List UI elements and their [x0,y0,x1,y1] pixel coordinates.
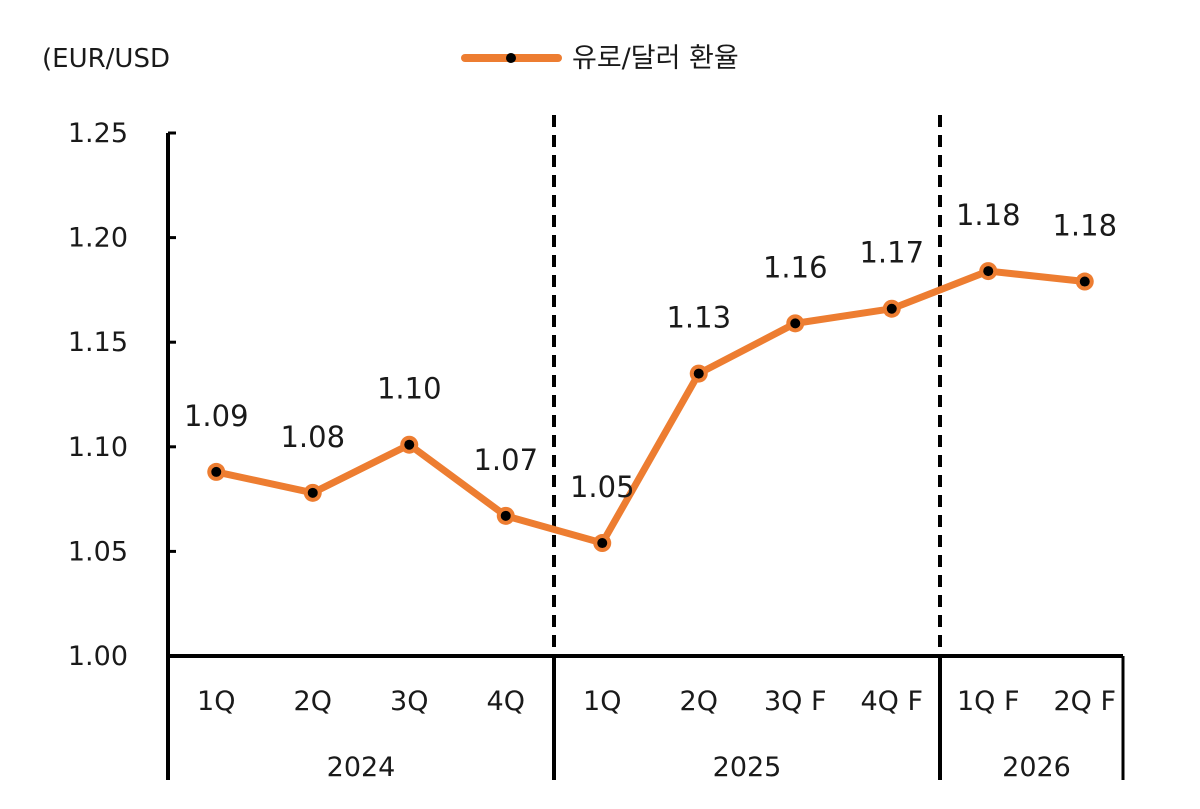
y-tick-label: 1.15 [68,327,128,358]
data-point [211,466,222,477]
year-group-label: 2024 [327,752,396,783]
data-label: 1.10 [377,372,442,406]
axes: 1.00 1.05 1.10 1.15 1.20 1.25 1Q 2Q 3Q 4Q 1Q 2Q 3Q F… [68,115,1125,783]
data-point [500,510,511,521]
y-tick-label: 1.10 [68,432,128,463]
data-point [693,368,704,379]
x-category-label: 4Q F [860,686,923,717]
legend: 유로/달러 환율 [461,43,739,74]
x-category-label: 2Q [294,686,332,717]
year-group-label: 2026 [1002,752,1071,783]
data-label: 1.18 [956,198,1021,232]
data-point [307,487,318,498]
data-label: 1.07 [473,443,538,477]
x-category-label: 4Q [487,686,525,717]
series-line [212,267,1089,547]
data-label: 1.17 [859,236,924,270]
y-tick-label: 1.00 [68,641,128,672]
y-tick-label: 1.25 [68,118,128,149]
data-point [790,318,801,329]
x-category-label: 1Q F [957,686,1020,717]
unit-label: (EUR/USD [42,44,170,74]
legend-label: 유로/달러 환율 [572,43,739,74]
data-point [597,538,608,549]
y-tick-label: 1.05 [68,536,128,567]
x-category-label: 1Q [583,686,621,717]
data-label: 1.05 [570,470,635,504]
x-category-label: 1Q [197,686,235,717]
year-group-label: 2025 [713,752,782,783]
x-category-label: 3Q F [764,686,827,717]
x-category-label: 3Q [390,686,428,717]
data-point [886,303,897,314]
data-label: 1.08 [280,420,345,454]
data-label: 1.18 [1052,209,1117,243]
data-point [404,439,415,450]
data-label: 1.13 [666,301,731,335]
data-label: 1.09 [184,399,249,433]
legend-marker-swatch [506,53,516,63]
y-tick-label: 1.20 [68,223,128,254]
data-point [1079,276,1090,287]
x-category-label: 2Q F [1053,686,1116,717]
data-point [983,266,994,277]
plot-area: 1.09 1.08 1.10 1.07 1.05 1.13 1.16 1.17 1.18 1.18 [184,198,1117,553]
data-label: 1.16 [763,250,828,284]
x-category-label: 2Q [680,686,718,717]
